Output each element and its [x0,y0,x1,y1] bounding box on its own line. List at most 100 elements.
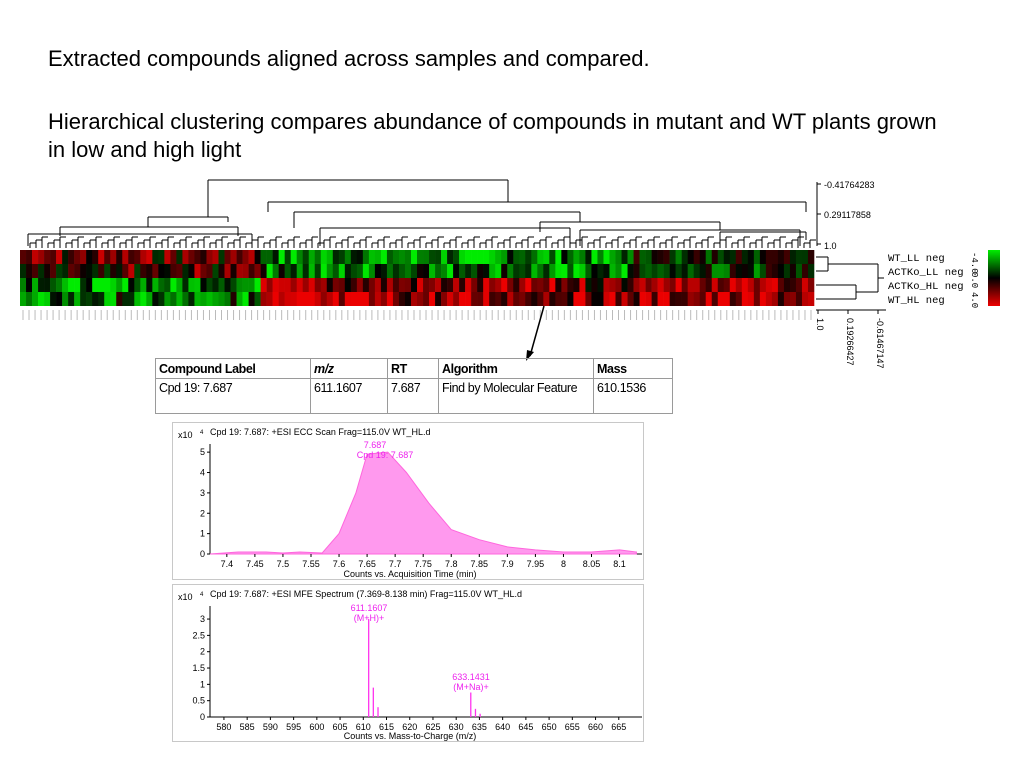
heatmap-cell [332,292,340,306]
heatmap-cell [398,264,406,278]
heatmap-cell [417,264,424,278]
heatmap-cell [38,278,45,292]
spectrum-ytick-label: 2 [200,647,205,657]
heatmap-cell [513,292,520,306]
spectrum-xtick-label: 645 [518,722,533,732]
heatmap-cell [290,292,297,306]
heatmap-cell [80,264,87,278]
heatmap-cell [308,292,316,306]
heatmap-cell [675,278,682,292]
heatmap-cell [657,292,664,306]
heatmap-cell [20,278,27,292]
heatmap-cell [567,292,574,306]
heatmap-cell [741,264,749,278]
heatmap-cell [392,264,400,278]
heatmap-cell [789,250,797,264]
heatmap-cell [164,278,171,292]
chromatogram-xtick-label: 7.75 [414,559,432,569]
heatmap-cell [453,250,460,264]
heatmap-cell [158,264,165,278]
heatmap-cell [74,292,81,306]
heatmap-cell [224,292,231,306]
heatmap-cell [483,292,490,306]
chromatogram-ytick-label: 5 [200,447,205,457]
chromatogram-xlabel: Counts vs. Acquisition Time (min) [343,569,476,579]
heatmap-cell [296,278,304,292]
heatmap-cell [62,250,69,264]
heatmap-cell [663,292,670,306]
heatmap-cell [110,250,117,264]
heatmap-cell [62,278,69,292]
spectrum-xtick-label: 600 [309,722,324,732]
top-scale-label-2: 0.29117858 [824,210,871,220]
heatmap-cell [152,278,159,292]
heatmap-cell [711,278,719,292]
header-rt: RT [387,358,439,379]
heatmap-cell [429,292,436,306]
heatmap-cell [543,264,550,278]
heatmap-cell [368,278,376,292]
heatmap-cell [110,292,117,306]
heatmap-cell [170,278,177,292]
heatmap-cell [663,264,670,278]
heatmap-cell [471,292,478,306]
heatmap-cell [603,278,610,292]
heatmap-cell [134,292,141,306]
heatmap-cell [675,250,682,264]
heatmap-cell [380,278,388,292]
heatmap-cell [320,278,328,292]
heatmap-cell [164,250,171,264]
heatmap-cell [50,264,57,278]
heatmap-cell [362,250,370,264]
heatmap-cell [501,278,508,292]
heatmap-cell [573,264,580,278]
heatmap-cell [795,250,803,264]
heatmap-cell [675,264,682,278]
heatmap-cell [807,264,815,278]
heatmap-cell [771,250,779,264]
heatmap-cell [729,292,737,306]
heatmap-cell [483,264,490,278]
heatmap-cell [182,264,189,278]
heatmap-cell [350,278,358,292]
heatmap-cell [128,264,135,278]
heatmap-cell [290,250,297,264]
row-label-wt-hl: WT_HL neg [888,295,945,307]
heatmap-cell [98,292,105,306]
heatmap-cell [26,250,33,264]
heatmap-cell [717,292,725,306]
heatmap-cell [579,292,586,306]
chromatogram-title: Cpd 19: 7.687: +ESI ECC Scan Frag=115.0V… [210,427,430,437]
heatmap-cell [200,278,207,292]
heatmap-cell [194,250,201,264]
heatmap-cell [573,250,580,264]
right-scale-axis [816,309,886,314]
heatmap-cell [669,250,676,264]
heatmap-cell [338,278,346,292]
heatmap-cell [795,278,803,292]
heatmap-cell [254,250,261,264]
heatmap-cell [176,278,183,292]
heatmap-cell [344,250,352,264]
heatmap-cell [525,250,532,264]
heatmap-cell [218,278,225,292]
heatmap-cell [86,264,93,278]
spectrum-xtick-label: 625 [425,722,440,732]
spectrum-xtick-label: 580 [216,722,231,732]
heatmap-cell [429,278,436,292]
heatmap-cell [693,278,701,292]
heatmap-cell [555,250,562,264]
heatmap-cell [278,250,285,264]
heatmap-cell [417,292,424,306]
heatmap-cell [807,250,815,264]
spectrum-xtick-label: 605 [333,722,348,732]
heatmap-cell [681,264,688,278]
heatmap-cell [104,278,111,292]
chromatogram-xtick-label: 8.1 [613,559,626,569]
heatmap-cell [338,264,346,278]
heatmap-cell [356,264,364,278]
heatmap-cell [170,250,177,264]
heatmap-cell [561,250,568,264]
heatmap-cell [104,250,111,264]
heatmap-cell [627,292,634,306]
